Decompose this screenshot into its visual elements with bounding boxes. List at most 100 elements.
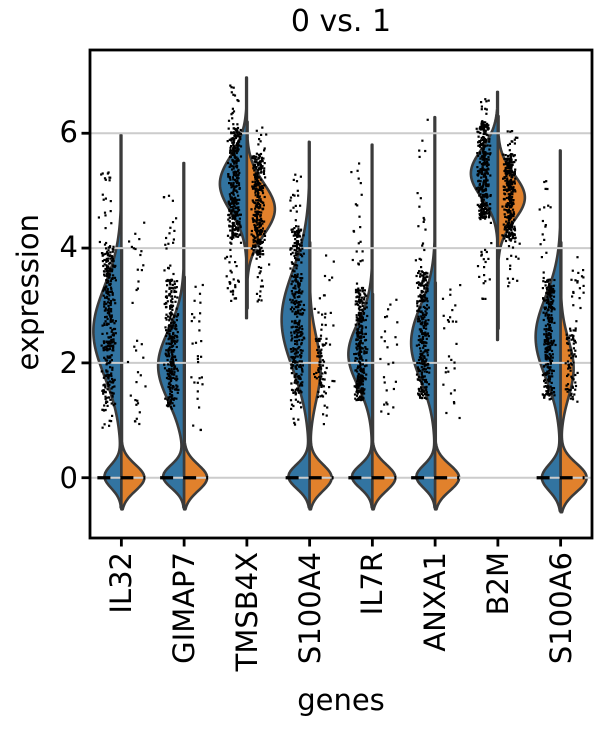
jitter-point [545,342,548,345]
jitter-point [479,193,482,196]
jitter-point [238,171,241,174]
jitter-point [255,167,258,170]
jitter-point [106,267,109,270]
jitter-point [546,295,549,299]
jitter-point [574,341,577,344]
jitter-point [454,304,457,307]
jitter-point [113,327,117,331]
jitter-point [104,348,107,351]
violin-right-s100a6 [559,241,588,514]
jitter-point [173,356,177,359]
jitter-point [449,392,453,395]
jitter-point [170,358,173,361]
jitter-point [228,182,231,185]
jitter-point [296,241,300,244]
jitter-point [170,337,173,340]
jitter-point [166,331,169,334]
jitter-point [236,123,239,126]
jitter-point [484,182,487,185]
jitter-point [172,358,175,361]
jitter-point [235,181,239,185]
jitter-point [170,325,174,328]
jitter-point [488,140,491,143]
jitter-point [231,214,234,217]
jitter-point [420,295,423,298]
jitter-point [484,280,487,283]
jitter-point [356,333,359,336]
jitter-point [298,384,301,387]
jitter-point [543,365,546,368]
jitter-point [356,392,359,395]
jitter-point [170,289,173,293]
jitter-point [421,290,425,293]
jitter-point [421,321,424,324]
jitter-point [176,336,179,339]
jitter-point [101,172,104,175]
jitter-point [482,207,485,211]
jitter-point [577,271,580,274]
jitter-point [480,196,484,199]
jitter-point [291,299,294,302]
jitter-point [170,304,173,307]
jitter-point [508,210,511,213]
jitter-point [294,293,297,296]
jitter-point [363,296,366,299]
jitter-point [478,275,481,278]
jitter-point [142,264,145,267]
jitter-point [101,324,104,327]
jitter-point [260,188,263,192]
jitter-point [486,179,489,182]
jitter-point [506,277,509,280]
jitter-point [165,247,168,250]
jitter-point [480,211,483,214]
jitter-point [169,379,173,383]
jitter-point [318,375,321,379]
jitter-point [418,317,421,320]
jitter-point [541,233,544,236]
jitter-point [325,342,328,345]
jitter-point [360,296,364,299]
jitter-point [484,211,487,214]
jitter-point [256,178,259,181]
jitter-point [105,266,109,269]
jitter-point [553,321,556,324]
jitter-point [322,294,326,297]
jitter-point [262,201,265,204]
jitter-point [294,252,297,255]
jitter-point [252,238,255,241]
jitter-point [232,165,235,168]
jitter-point [290,334,293,337]
jitter-point [361,387,364,390]
jitter-point [479,186,482,189]
jitter-point [328,386,331,389]
jitter-point [256,219,259,222]
jitter-point [174,342,177,345]
jitter-point [507,188,510,191]
jitter-point [169,342,172,345]
jitter-point [258,272,261,275]
jitter-point [549,329,552,332]
jitter-point [293,352,296,355]
jitter-point [315,371,318,374]
jitter-point [544,350,547,353]
jitter-point [546,354,549,357]
jitter-point [170,328,173,331]
jitter-point [140,343,143,346]
jitter-point [263,234,267,237]
jitter-point [358,298,361,301]
jitter-point [171,370,174,373]
jitter-point [232,178,235,181]
jitter-point [332,260,335,263]
jitter-point [229,178,232,181]
jitter-point [169,372,172,375]
jitter-point [110,222,113,225]
jitter-point [458,416,461,420]
jitter-point [572,378,575,381]
jitter-point [484,153,487,156]
jitter-point [107,356,110,359]
jitter-point [201,283,204,287]
jitter-point [256,250,259,253]
jitter-point [421,312,424,315]
jitter-point [419,258,423,261]
jitter-point [359,305,362,309]
